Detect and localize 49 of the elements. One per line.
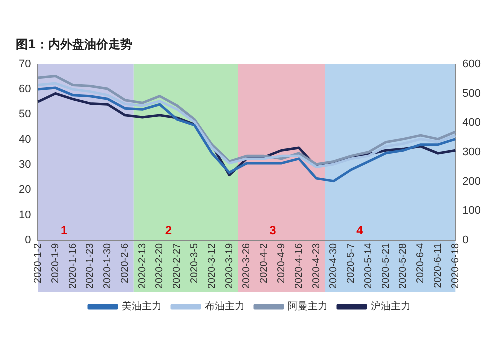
x-tick-label: 2020-4-30 bbox=[328, 242, 340, 290]
legend-label: 布油主力 bbox=[205, 300, 245, 313]
y2-tick-label: 100 bbox=[462, 205, 482, 218]
x-tick-label: 2020-4-23 bbox=[311, 242, 322, 290]
y-tick-label: 50 bbox=[18, 108, 32, 121]
x-tick-label: 2020-6-4 bbox=[416, 242, 427, 284]
x-tick-label: 2020-5-28 bbox=[398, 242, 410, 290]
x-tick-label: 2020-3-12 bbox=[206, 242, 218, 290]
y2-tick-label: 500 bbox=[462, 88, 482, 100]
legend-label: 沪油主力 bbox=[371, 300, 411, 313]
band-label: 4 bbox=[356, 224, 364, 238]
band-label: 1 bbox=[60, 224, 68, 238]
y-tick-label: 20 bbox=[18, 184, 32, 196]
x-tick-label: 2020-5-21 bbox=[380, 242, 392, 290]
y-tick-label: 30 bbox=[18, 159, 32, 172]
x-tick-label: 2020-2-20 bbox=[154, 242, 166, 290]
legend-label: 美油主力 bbox=[122, 300, 162, 313]
y2-tick-label: 200 bbox=[462, 176, 482, 188]
x-tick-label: 2020-1-2 bbox=[32, 242, 44, 284]
y2-tick-label: 400 bbox=[462, 117, 482, 130]
x-tick-label: 2020-4-2 bbox=[259, 242, 270, 284]
x-tick-label: 2020-2-27 bbox=[172, 242, 184, 290]
y-tick-label: 60 bbox=[18, 84, 32, 96]
chart-title: 图1：内外盘油价走势 bbox=[16, 37, 132, 52]
x-tick-label: 2020-4-9 bbox=[276, 242, 288, 284]
x-tick-label: 2020-3-19 bbox=[224, 242, 236, 290]
x-tick-label: 2020-1-23 bbox=[85, 242, 96, 290]
x-tick-label: 2020-5-14 bbox=[363, 242, 374, 290]
x-tick-label: 2020-1-16 bbox=[68, 242, 79, 290]
band-label: 2 bbox=[165, 224, 172, 238]
x-tick-label: 2020-1-30 bbox=[102, 242, 114, 290]
x-tick-label: 2020-4-16 bbox=[294, 242, 305, 290]
legend-label: 阿曼主力 bbox=[288, 300, 328, 313]
x-tick-label: 2020-2-6 bbox=[120, 242, 131, 284]
y2-tick-label: 600 bbox=[462, 58, 482, 70]
band-label: 3 bbox=[270, 224, 277, 238]
y-tick-label: 70 bbox=[18, 58, 32, 70]
y2-tick-label: 300 bbox=[462, 146, 482, 158]
y2-tick-label: 0 bbox=[462, 234, 469, 246]
x-tick-label: 2020-5-7 bbox=[346, 242, 358, 284]
y-tick-label: 10 bbox=[18, 209, 32, 222]
x-tick-label: 2020-3-26 bbox=[242, 242, 253, 290]
x-tick-label: 2020-3-5 bbox=[190, 242, 201, 284]
x-tick-label: 2020-6-18 bbox=[450, 242, 462, 290]
y-tick-label: 0 bbox=[25, 234, 32, 246]
x-tick-label: 2020-2-13 bbox=[137, 242, 148, 290]
x-tick-label: 2020-1-9 bbox=[50, 242, 62, 284]
y-tick-label: 40 bbox=[18, 134, 32, 146]
x-tick-label: 2020-6-11 bbox=[433, 242, 444, 288]
